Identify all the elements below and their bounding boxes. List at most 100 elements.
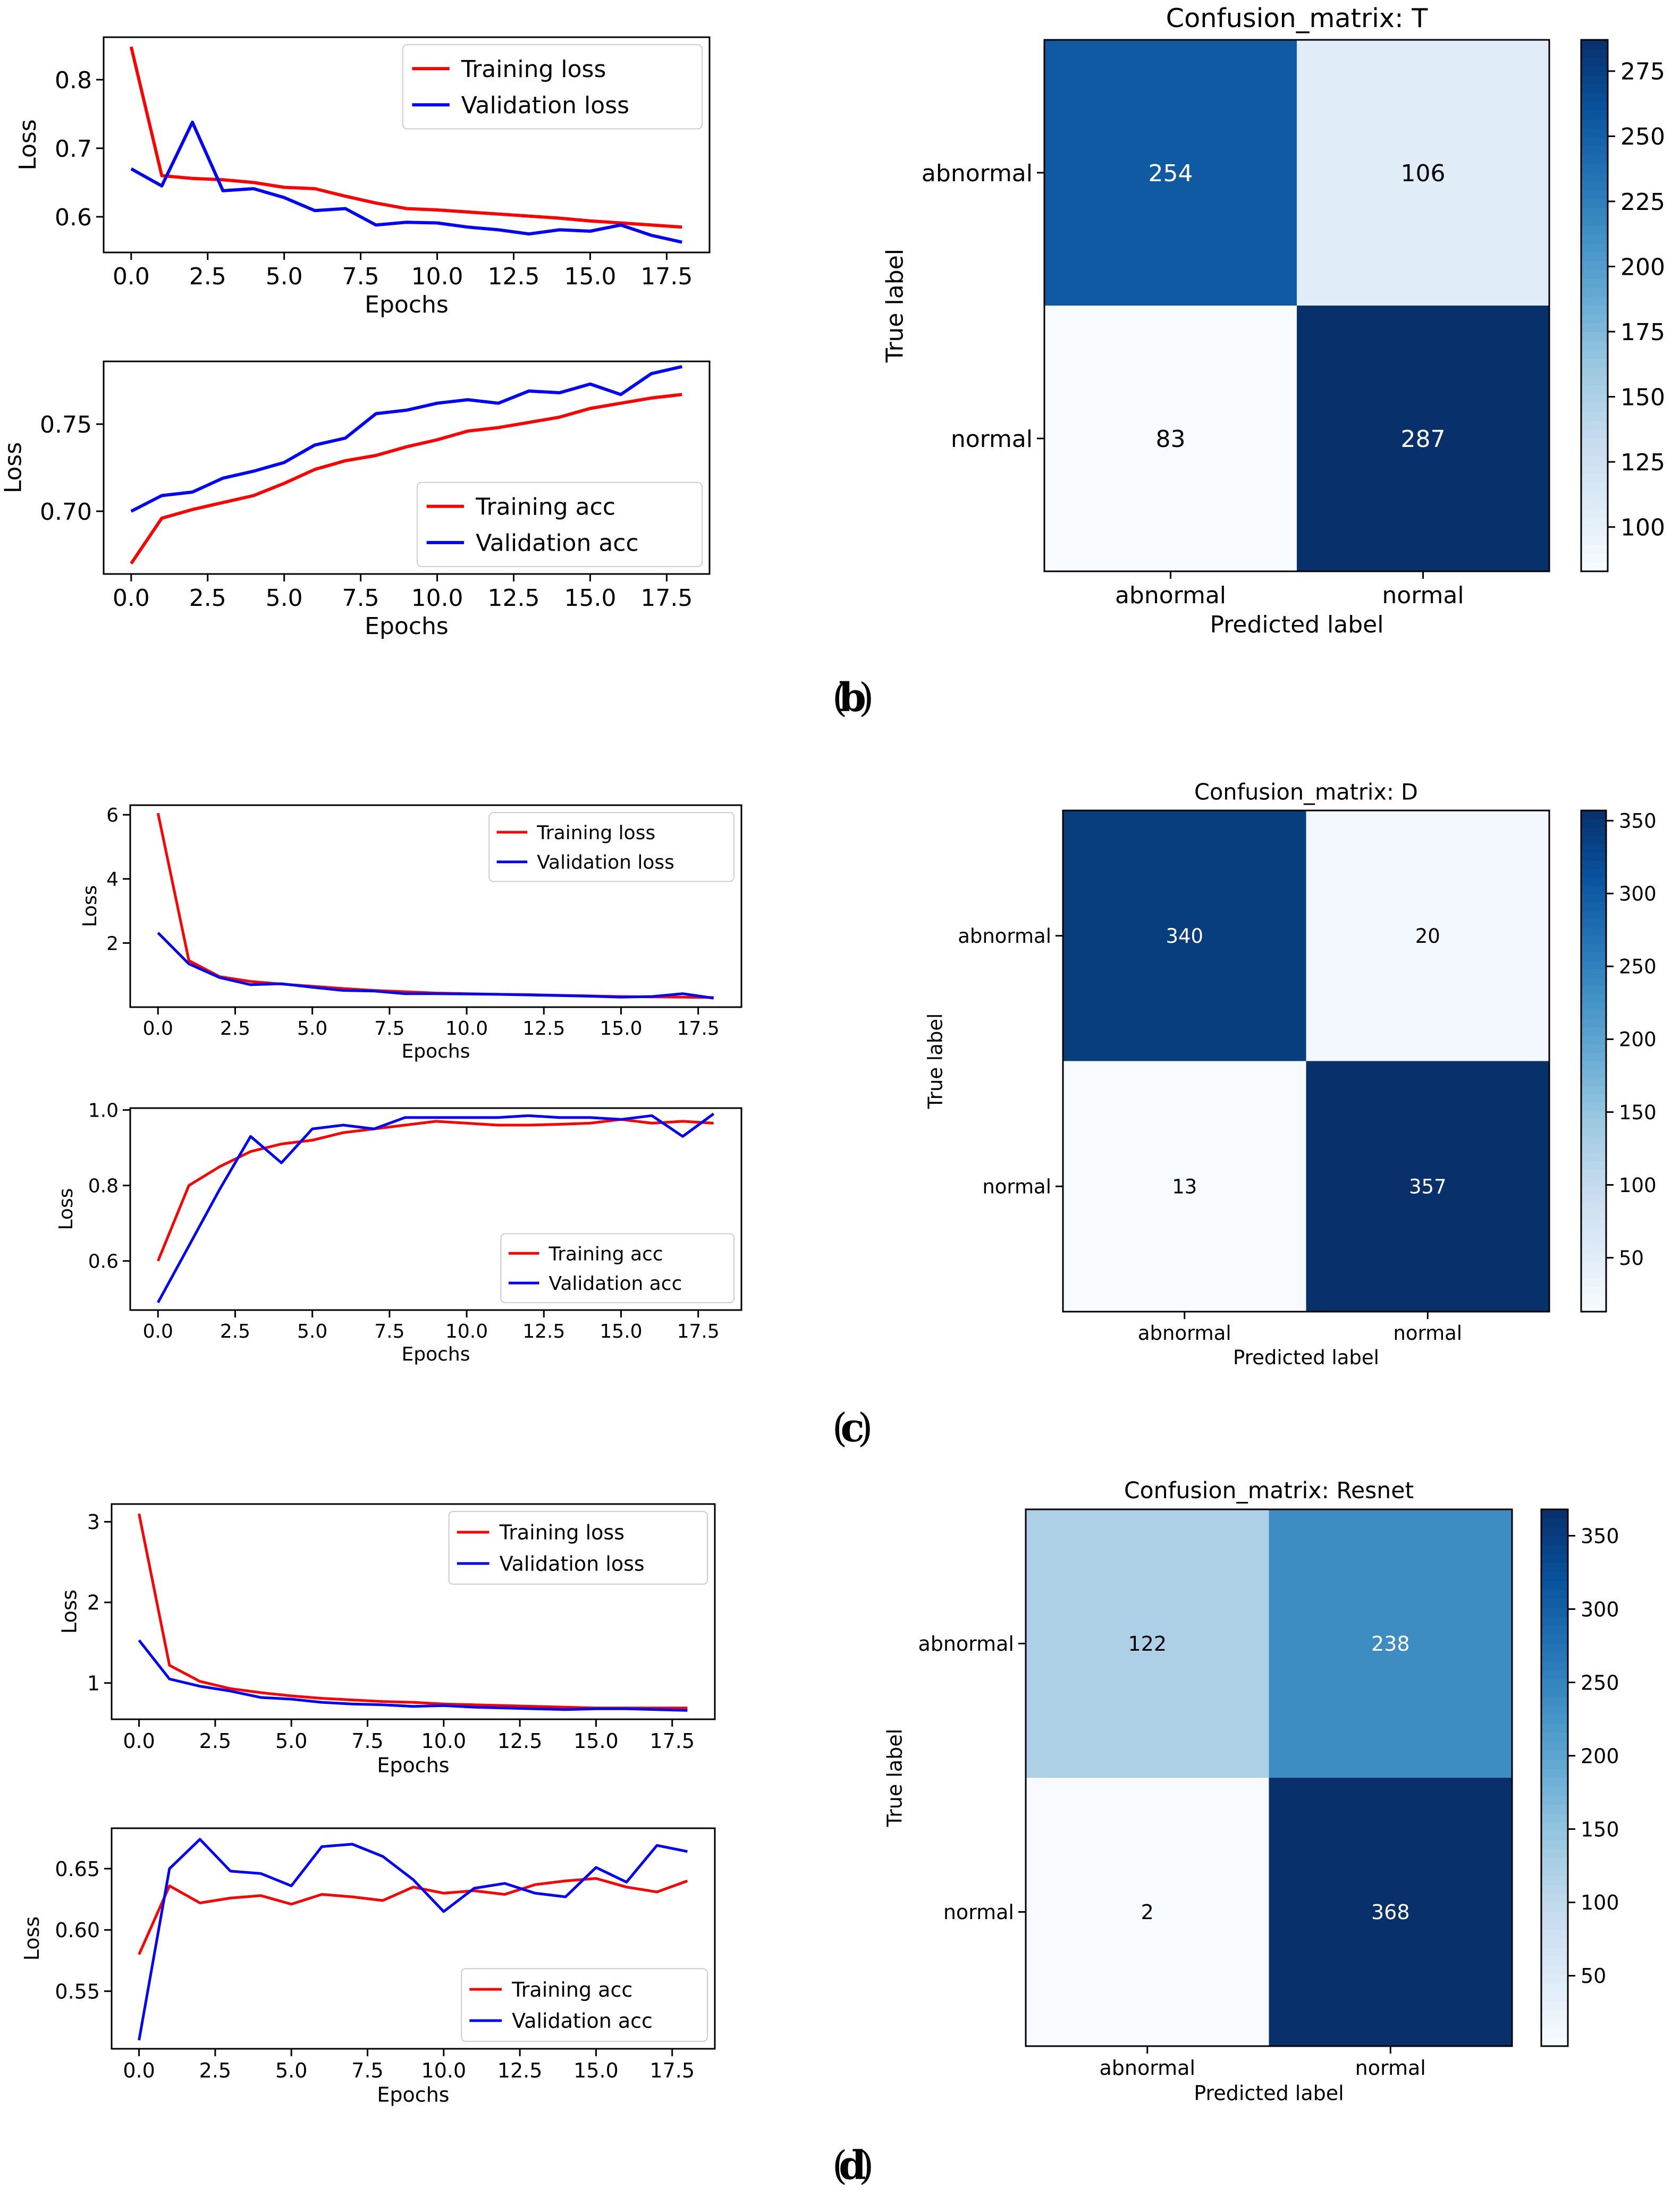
colorbar-segment: [1581, 376, 1608, 386]
caption-d: ( d ): [832, 2143, 874, 2189]
colorbar-segment: [1541, 2010, 1568, 2020]
x-tick-label: 10.0: [421, 2059, 467, 2082]
x-tick-label: 17.5: [640, 585, 693, 612]
legend: Training acc Validation acc: [417, 482, 703, 567]
x-tick-label: abnormal: [1138, 1322, 1231, 1345]
x-tick-label: 15.0: [600, 1321, 642, 1342]
x-tick-label: 7.5: [342, 263, 379, 290]
plot-frame: [111, 1503, 716, 1720]
colorbar-segment: [1581, 527, 1608, 537]
colorbar-tick-label: 100: [1619, 1174, 1657, 1197]
colorbar-segment: [1581, 367, 1608, 377]
x-tick-label: 12.5: [497, 1729, 543, 1753]
colorbar-segment: [1581, 835, 1606, 844]
colorbar-segment: [1541, 1786, 1568, 1796]
x-axis-label: Predicted label: [1210, 611, 1384, 638]
cell-value: 340: [1166, 925, 1203, 948]
cell-value: 106: [1401, 160, 1446, 187]
colorbar-segment: [1581, 1027, 1606, 1037]
colorbar-segment: [1581, 314, 1608, 324]
colorbar-segment: [1581, 1044, 1606, 1053]
colorbar-segment: [1581, 270, 1608, 280]
y-tick-label: 6: [106, 805, 119, 826]
colorbar-tick-label: 200: [1620, 254, 1665, 281]
validation-series-line: [130, 365, 682, 513]
colorbar-tick-label: 200: [1619, 1028, 1657, 1051]
colorbar-segment: [1581, 128, 1608, 138]
x-tick-label: 0.0: [143, 1321, 173, 1342]
colorbar-segment: [1541, 1939, 1568, 1948]
colorbar-segment: [1581, 969, 1606, 978]
matrix-cell: [1306, 1061, 1550, 1312]
matrix-title: Confusion_matrix: D: [1194, 780, 1418, 805]
colorbar-frame: [1580, 809, 1607, 1313]
x-tick-label: 15.0: [573, 2059, 619, 2082]
colorbar-tick-label: 350: [1619, 810, 1657, 833]
matrix-cell: [1269, 1778, 1513, 2047]
x-tick-label: 2.5: [199, 1729, 231, 1753]
colorbar-segment: [1581, 810, 1606, 820]
y-tick-label: abnormal: [918, 1632, 1014, 1656]
colorbar-segment: [1581, 869, 1606, 878]
colorbar-segment: [1581, 827, 1606, 836]
colorbar-segment: [1581, 1253, 1606, 1262]
colorbar-segment: [1581, 1052, 1606, 1062]
panel-b-loss-chart: 0.0 2.5 5.0 7.5 10.0 12.5 15.0 17.5 0.6 0.7 0.8 Epo…: [14, 36, 711, 318]
colorbar-segment: [1541, 1590, 1568, 1600]
colorbar-tick-label: 250: [1620, 123, 1665, 150]
colorbar-segment: [1581, 420, 1608, 430]
x-tick-label: normal: [1382, 582, 1464, 609]
colorbar-segment: [1581, 164, 1608, 173]
plot-frame: [103, 36, 711, 254]
y-tick-label: abnormal: [958, 925, 1051, 948]
cell-value: 20: [1415, 925, 1440, 948]
colorbar-segment: [1581, 208, 1608, 218]
colorbar-tick-label: 275: [1620, 58, 1665, 86]
colorbar-segment: [1581, 852, 1606, 861]
x-tick-label: 0.0: [123, 1729, 155, 1753]
colorbar-segment: [1541, 1760, 1568, 1769]
colorbar-segment: [1581, 297, 1608, 306]
matrix-title: Confusion_matrix: Resnet: [1124, 1477, 1414, 1504]
colorbar-segment: [1541, 1724, 1568, 1734]
legend: Training acc Validation acc: [500, 1233, 735, 1303]
legend-label: Validation loss: [537, 852, 674, 874]
colorbar-segment: [1581, 359, 1608, 368]
legend-label: Training loss: [499, 1521, 624, 1544]
x-tick-label: 10.0: [411, 263, 463, 290]
x-tick-label: 10.0: [421, 1729, 467, 1753]
colorbar-segment: [1581, 1203, 1606, 1212]
x-tick-label: 5.0: [297, 1321, 327, 1342]
colorbar-segment: [1581, 1128, 1606, 1137]
colorbar-segment: [1581, 465, 1608, 475]
colorbar-segment: [1581, 910, 1606, 920]
matrix-cell: [1026, 1509, 1269, 1778]
colorbar-segment: [1581, 332, 1608, 342]
x-tick-label: 17.5: [649, 2059, 695, 2082]
x-axis-label: Predicted label: [1233, 1346, 1379, 1369]
x-tick-label: 0.0: [143, 1018, 173, 1040]
legend-box: [500, 1233, 735, 1303]
y-tick-label: normal: [943, 1901, 1014, 1924]
colorbar-segment: [1541, 1903, 1568, 1913]
y-axis-label: True label: [883, 1729, 907, 1828]
colorbar-tick-label: 100: [1620, 514, 1665, 542]
matrix-cell: [1044, 40, 1297, 306]
colorbar-segment: [1581, 894, 1606, 903]
y-tick-label: 0.7: [55, 136, 92, 163]
colorbar-segment: [1581, 234, 1608, 244]
caption-c-close-paren: ): [858, 1405, 873, 1451]
colorbar-segment: [1581, 1144, 1606, 1154]
legend-label: Training acc: [475, 494, 615, 521]
colorbar-segment: [1581, 412, 1608, 421]
y-tick-label: normal: [982, 1176, 1051, 1198]
colorbar-segment: [1541, 1921, 1568, 1930]
x-tick-label: 7.5: [351, 2059, 383, 2082]
colorbar-segment: [1541, 1965, 1568, 1975]
colorbar-segment: [1581, 1278, 1606, 1287]
colorbar-segment: [1581, 173, 1608, 182]
x-tick-label: 2.5: [220, 1321, 250, 1342]
colorbar-segment: [1581, 447, 1608, 457]
validation-series-line: [157, 1112, 715, 1303]
colorbar-segment: [1541, 1608, 1568, 1617]
